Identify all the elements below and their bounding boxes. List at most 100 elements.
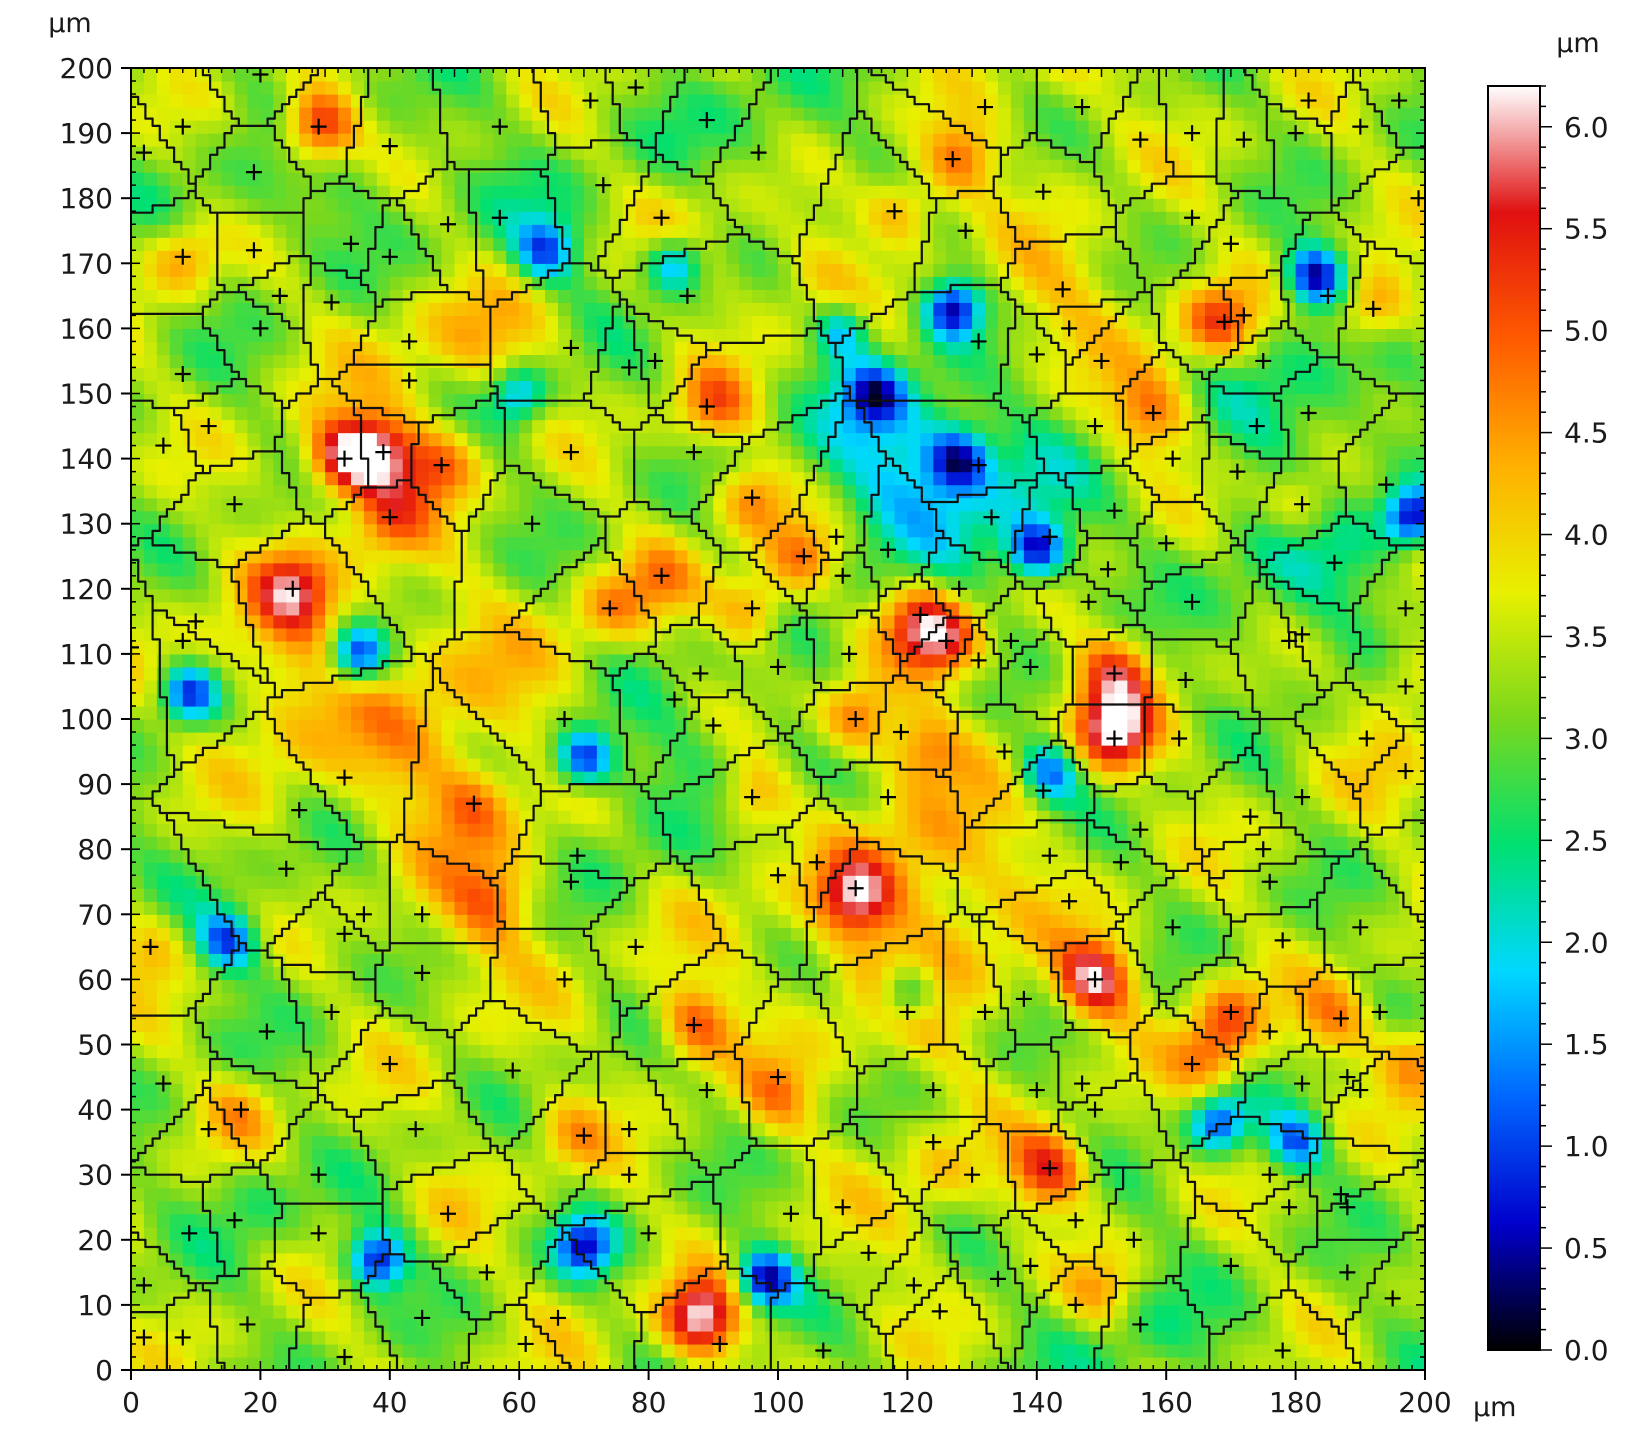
height-cell	[687, 1240, 701, 1254]
height-cell	[183, 146, 197, 160]
height-cell	[260, 602, 274, 616]
height-cell	[687, 979, 701, 993]
height-cell	[312, 992, 326, 1006]
height-cell	[157, 875, 171, 889]
height-cell	[493, 563, 507, 577]
height-cell	[506, 667, 520, 681]
height-cell	[700, 1097, 714, 1111]
height-cell	[610, 1071, 624, 1085]
height-cell	[558, 107, 572, 121]
height-cell	[286, 810, 300, 824]
height-cell	[170, 211, 184, 225]
height-cell	[299, 823, 313, 837]
height-cell	[532, 94, 546, 108]
height-cell	[144, 289, 158, 303]
height-cell	[260, 1214, 274, 1228]
height-cell	[312, 1149, 326, 1163]
height-cell	[752, 615, 766, 629]
height-cell	[364, 784, 378, 798]
height-cell	[455, 237, 469, 251]
height-cell	[273, 654, 287, 668]
height-cell	[273, 1292, 287, 1306]
height-cell	[662, 1279, 676, 1293]
height-cell	[299, 1136, 313, 1150]
height-cell	[636, 693, 650, 707]
height-cell	[700, 198, 714, 212]
height-cell	[170, 654, 184, 668]
height-cell	[545, 589, 559, 603]
height-cell	[325, 328, 339, 342]
height-cell	[765, 888, 779, 902]
height-cell	[131, 966, 145, 980]
height-cell	[416, 1149, 430, 1163]
height-cell	[338, 211, 352, 225]
height-cell	[571, 979, 585, 993]
height-cell	[416, 68, 430, 82]
height-cell	[571, 81, 585, 95]
height-cell	[584, 901, 598, 915]
height-cell	[364, 1344, 378, 1358]
height-cell	[623, 1240, 637, 1254]
height-cell	[403, 1188, 417, 1202]
height-cell	[273, 159, 287, 173]
height-cell	[144, 901, 158, 915]
height-cell	[662, 446, 676, 460]
height-cell	[377, 172, 391, 186]
height-cell	[390, 1240, 404, 1254]
height-cell	[364, 511, 378, 525]
height-cell	[196, 94, 210, 108]
height-cell	[338, 1331, 352, 1345]
height-cell	[377, 1240, 391, 1254]
height-cell	[532, 1084, 546, 1098]
height-cell	[558, 576, 572, 590]
height-cell	[273, 367, 287, 381]
height-cell	[480, 68, 494, 82]
height-cell	[636, 1136, 650, 1150]
height-cell	[558, 1097, 572, 1111]
height-cell	[247, 198, 261, 212]
height-cell	[493, 185, 507, 199]
height-cell	[713, 133, 727, 147]
height-cell	[196, 693, 210, 707]
height-cell	[377, 341, 391, 355]
height-cell	[170, 862, 184, 876]
height-cell	[597, 446, 611, 460]
height-cell	[286, 693, 300, 707]
height-cell	[286, 380, 300, 394]
height-cell	[726, 615, 740, 629]
height-cell	[674, 602, 688, 616]
height-cell	[196, 1292, 210, 1306]
height-cell	[196, 550, 210, 564]
height-cell	[455, 953, 469, 967]
height-cell	[247, 341, 261, 355]
height-cell	[286, 667, 300, 681]
height-cell	[584, 875, 598, 889]
height-cell	[649, 563, 663, 577]
height-cell	[260, 472, 274, 486]
height-cell	[713, 446, 727, 460]
height-cell	[222, 680, 236, 694]
height-cell	[131, 1084, 145, 1098]
height-cell	[286, 784, 300, 798]
height-cell	[325, 914, 339, 928]
height-cell	[222, 159, 236, 173]
height-cell	[183, 771, 197, 785]
height-cell	[196, 1005, 210, 1019]
height-cell	[260, 966, 274, 980]
height-cell	[157, 485, 171, 499]
height-cell	[584, 1201, 598, 1215]
height-cell	[493, 888, 507, 902]
height-cell	[752, 446, 766, 460]
height-cell	[558, 276, 572, 290]
height-cell	[390, 1201, 404, 1215]
height-cell	[493, 237, 507, 251]
height-cell	[222, 784, 236, 798]
height-cell	[235, 433, 249, 447]
height-cell	[480, 1031, 494, 1045]
height-cell	[183, 1123, 197, 1137]
height-cell	[584, 771, 598, 785]
height-cell	[144, 185, 158, 199]
height-cell	[571, 1266, 585, 1280]
height-cell	[480, 836, 494, 850]
height-cell	[493, 485, 507, 499]
